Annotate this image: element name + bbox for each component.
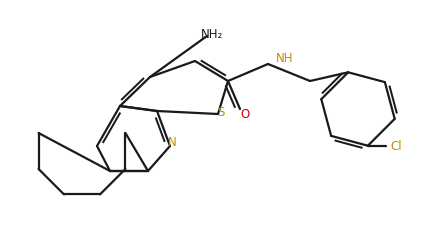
Text: NH: NH: [276, 51, 294, 64]
Text: NH₂: NH₂: [201, 27, 223, 40]
Text: Cl: Cl: [390, 140, 402, 153]
Text: O: O: [240, 108, 250, 121]
Text: N: N: [168, 135, 176, 148]
Text: S: S: [217, 106, 225, 119]
